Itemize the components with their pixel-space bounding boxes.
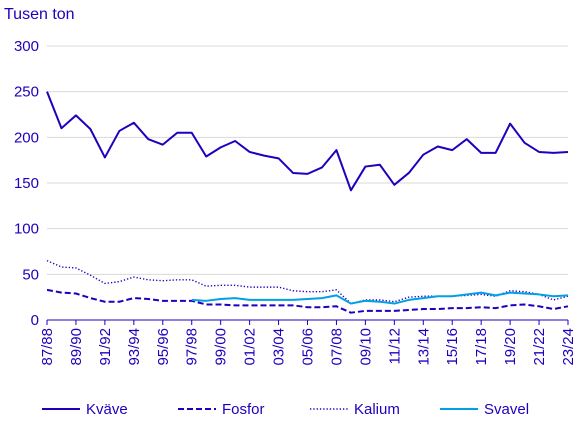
series-lines [46,91,569,314]
series-line-fosfor [46,288,569,314]
x-tick-label: 13/14 [415,328,432,366]
x-tick-label: 95/96 [155,328,172,366]
x-tick-label: 03/04 [271,328,288,366]
series-line-svavel [191,291,569,305]
x-tick-label: 91/92 [97,328,114,366]
x-tick-label: 11/12 [386,328,403,364]
y-axis-ticks: 0 50 100 150 200 250 300 [14,38,39,329]
x-tick-label: 07/08 [328,328,345,366]
y-tick-label: 0 [31,312,39,329]
y-tick-label: 50 [22,266,39,283]
x-tick-label: 97/98 [184,328,201,366]
gridlines [47,45,568,275]
legend: Kväve Fosfor Kalium Svavel [42,401,529,418]
x-axis-ticks: 87/88 89/90 91/92 93/94 95/96 97/98 99/00 01/02… [39,320,577,366]
legend-label-kalium: Kalium [354,401,400,418]
x-tick-label: 99/00 [213,328,230,366]
y-axis-unit-label: Tusen ton [4,6,75,23]
x-tick-label: 19/20 [502,328,519,366]
y-tick-label: 100 [14,221,39,238]
y-tick-label: 200 [14,129,39,146]
x-tick-label: 17/18 [473,328,490,366]
x-tick-label: 23/24 [560,328,577,366]
legend-label-svavel: Svavel [484,401,529,418]
y-tick-label: 300 [14,38,39,55]
legend-label-fosfor: Fosfor [222,401,265,418]
x-tick-label: 21/22 [531,328,548,366]
x-tick-label: 05/06 [300,328,317,366]
legend-label-kväve: Kväve [86,401,128,418]
x-tick-label: 09/10 [357,328,374,366]
series-line-kalium [46,259,569,305]
y-tick-label: 150 [14,175,39,192]
y-tick-label: 250 [14,84,39,101]
series-line-kväve [46,91,569,192]
x-tick-label: 89/90 [68,328,85,366]
x-tick-label: 01/02 [242,328,259,366]
x-tick-label: 15/16 [444,328,461,366]
x-tick-label: 87/88 [39,328,56,366]
x-tick-label: 93/94 [126,328,143,366]
